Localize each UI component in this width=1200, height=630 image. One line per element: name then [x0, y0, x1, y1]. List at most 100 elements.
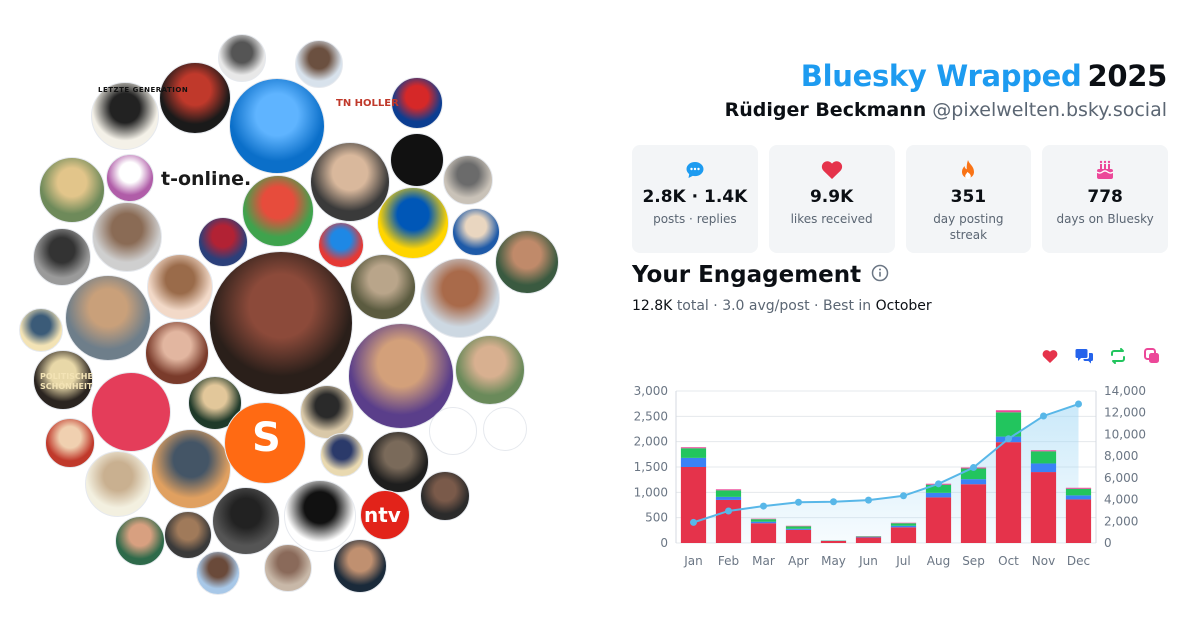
x-tick-label: Jan: [683, 554, 703, 568]
x-tick-label: Dec: [1067, 554, 1090, 568]
repost-icon[interactable]: [1108, 346, 1128, 366]
tonline-logo: t-online.: [161, 168, 252, 190]
x-tick-label: Mar: [752, 554, 775, 568]
bar-segment-reposts: [680, 448, 707, 458]
bar-segment-replies: [855, 536, 882, 538]
avatar[interactable]: [45, 418, 95, 468]
avatar[interactable]: [264, 544, 312, 592]
avatar[interactable]: [145, 321, 209, 385]
bar-segment-likes: [925, 497, 952, 543]
engagement-total-label: total: [676, 298, 709, 314]
avatar[interactable]: [92, 202, 162, 272]
avatar[interactable]: [295, 40, 343, 88]
avatar[interactable]: [91, 82, 159, 150]
avatar[interactable]: [106, 154, 154, 202]
page-title: Bluesky Wrapped 2025: [725, 58, 1168, 94]
avatar[interactable]: [367, 431, 429, 493]
bar-segment-replies: [750, 521, 777, 524]
spiegel-s-logo: S: [252, 415, 281, 461]
avatar[interactable]: [242, 175, 314, 247]
avatar[interactable]: [310, 142, 390, 222]
info-icon[interactable]: [871, 262, 889, 288]
speech-bubble-icon: [632, 159, 758, 181]
avatar[interactable]: [443, 155, 493, 205]
avatar[interactable]: [65, 275, 151, 361]
avatar[interactable]: [85, 451, 151, 517]
y-tick-left: 2,500: [634, 409, 668, 423]
x-tick-label: Sep: [962, 554, 985, 568]
avatar[interactable]: [318, 222, 364, 268]
stat-card-posts: 2.8K · 1.4K posts · replies: [632, 145, 758, 253]
avatar[interactable]: [147, 254, 213, 320]
reply-icon[interactable]: [1074, 346, 1094, 366]
bar-segment-likes: [855, 537, 882, 543]
avatar[interactable]: [348, 323, 454, 429]
cumulative-point: [865, 496, 872, 504]
flame-icon: [906, 159, 1032, 181]
bar-segment-reposts: [925, 484, 952, 493]
avatar[interactable]: [39, 157, 105, 223]
avatar[interactable]: [300, 385, 354, 439]
avatar[interactable]: [151, 429, 231, 509]
cumulative-point: [1005, 435, 1012, 443]
x-tick-label: Oct: [998, 554, 1019, 568]
avatar[interactable]: [198, 217, 248, 267]
avatar[interactable]: [218, 34, 266, 82]
y-tick-left: 1,000: [634, 485, 668, 499]
y-tick-right: 4,000: [1104, 493, 1138, 507]
avatar[interactable]: [495, 230, 559, 294]
avatar[interactable]: [391, 77, 443, 129]
avatar[interactable]: [333, 539, 387, 593]
user-handle: @pixelwelten.bsky.social: [932, 99, 1167, 121]
avatar[interactable]: [320, 433, 364, 477]
bar-segment-likes: [1030, 472, 1057, 543]
stat-label: posts · replies: [653, 212, 737, 226]
bar-segment-likes: [1065, 499, 1092, 543]
chart-legend-icons: [1040, 346, 1162, 366]
bar-segment-likes: [890, 527, 917, 543]
avatar[interactable]: [390, 133, 444, 187]
bar-segment-likes: [785, 529, 812, 543]
avatar[interactable]: [33, 228, 91, 286]
engagement-title: Your Engagement: [632, 262, 889, 288]
bar-segment-likes: [995, 442, 1022, 543]
avatar[interactable]: [420, 471, 470, 521]
stat-value: 2.8K · 1.4K: [642, 187, 748, 207]
avatar[interactable]: [452, 208, 500, 256]
cake-icon: [1042, 159, 1168, 181]
avatar[interactable]: [284, 480, 356, 552]
avatar[interactable]: [33, 350, 93, 410]
avatar[interactable]: [209, 251, 353, 395]
avatar[interactable]: [229, 78, 325, 174]
y-tick-right: 14,000: [1104, 384, 1146, 398]
avatar[interactable]: [420, 258, 500, 338]
avatar[interactable]: [19, 308, 63, 352]
avatar[interactable]: [455, 335, 525, 405]
avatar[interactable]: [224, 402, 306, 484]
avatar[interactable]: [483, 407, 527, 451]
x-tick-label: Feb: [718, 554, 739, 568]
avatar[interactable]: [212, 487, 280, 555]
year-title: 2025: [1087, 59, 1167, 93]
stat-value: 9.9K: [809, 187, 854, 207]
heart-icon[interactable]: [1040, 346, 1060, 366]
stat-value: 351: [950, 187, 987, 207]
avatar[interactable]: [360, 490, 410, 540]
user-name: Rüdiger Beckmann: [724, 99, 927, 121]
avatar[interactable]: [164, 511, 212, 559]
avatar[interactable]: [429, 407, 477, 455]
avatar[interactable]: [377, 187, 449, 259]
avatar[interactable]: [196, 551, 240, 595]
bar-segment-quotes: [890, 522, 917, 524]
cumulative-point: [900, 492, 907, 500]
stat-card-days: 778 days on Bluesky: [1042, 145, 1168, 253]
avatar[interactable]: [159, 62, 231, 134]
bar-segment-replies: [680, 457, 707, 467]
avatar[interactable]: [91, 372, 171, 452]
avatar[interactable]: [115, 516, 165, 566]
cumulative-point: [970, 464, 977, 472]
avatar[interactable]: [350, 254, 416, 320]
x-tick-label: Aug: [927, 554, 950, 568]
bar-segment-quotes: [750, 518, 777, 520]
quote-icon[interactable]: [1142, 346, 1162, 366]
